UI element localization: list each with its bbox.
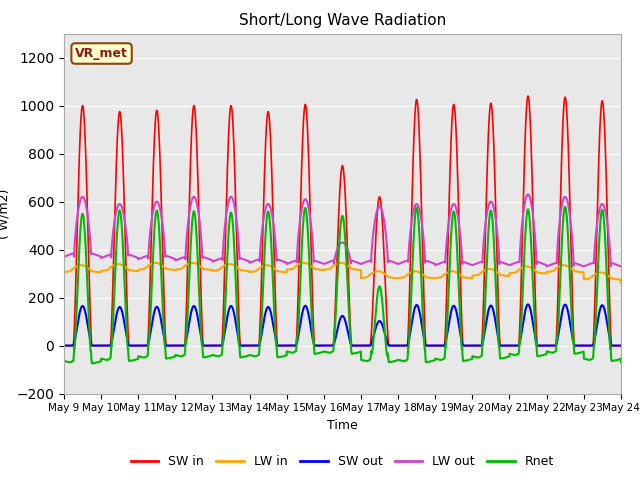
Rnet xyxy=(617,359,625,365)
SW out xyxy=(594,320,602,325)
SW in xyxy=(524,93,532,99)
Line: SW in: SW in xyxy=(64,96,621,346)
Line: LW in: LW in xyxy=(64,263,621,283)
SW in xyxy=(324,343,332,348)
Rnet xyxy=(60,358,68,364)
SW out xyxy=(483,316,490,322)
Line: LW out: LW out xyxy=(64,194,621,266)
SW in xyxy=(60,343,68,348)
LW out xyxy=(483,212,490,218)
Rnet xyxy=(467,356,475,362)
Rnet xyxy=(594,276,602,282)
SW out xyxy=(250,343,257,348)
SW out xyxy=(617,343,625,348)
Rnet xyxy=(88,360,96,366)
SW out xyxy=(60,343,68,348)
Line: SW out: SW out xyxy=(64,304,621,346)
LW in xyxy=(587,275,595,281)
LW out xyxy=(617,264,625,269)
Text: VR_met: VR_met xyxy=(75,47,128,60)
LW out xyxy=(60,254,68,260)
SW out xyxy=(324,343,332,348)
LW in xyxy=(324,266,332,272)
LW out xyxy=(587,261,595,267)
SW out xyxy=(467,343,475,348)
LW out xyxy=(324,260,332,265)
SW in xyxy=(250,343,257,348)
SW in xyxy=(483,182,490,188)
LW out xyxy=(250,259,257,264)
SW in xyxy=(587,343,595,348)
Y-axis label: ( W/m2): ( W/m2) xyxy=(0,189,11,239)
Rnet xyxy=(561,204,569,210)
Rnet xyxy=(483,262,491,267)
LW in xyxy=(60,269,68,275)
X-axis label: Time: Time xyxy=(327,419,358,432)
LW in xyxy=(617,280,625,286)
SW out xyxy=(587,343,595,348)
Legend: SW in, LW in, SW out, LW out, Rnet: SW in, LW in, SW out, LW out, Rnet xyxy=(125,450,559,473)
SW in xyxy=(594,203,602,209)
Line: Rnet: Rnet xyxy=(64,207,621,363)
Title: Short/Long Wave Radiation: Short/Long Wave Radiation xyxy=(239,13,446,28)
LW in xyxy=(594,270,602,276)
LW out xyxy=(594,218,602,224)
LW in xyxy=(467,276,475,281)
LW out xyxy=(524,192,532,197)
LW in xyxy=(250,269,257,275)
SW in xyxy=(467,343,475,348)
SW in xyxy=(617,343,625,348)
Rnet xyxy=(324,349,332,355)
LW in xyxy=(152,260,159,266)
Rnet xyxy=(250,353,257,359)
SW out xyxy=(524,301,532,307)
LW in xyxy=(483,266,491,272)
Rnet xyxy=(587,357,595,362)
LW out xyxy=(467,262,475,267)
